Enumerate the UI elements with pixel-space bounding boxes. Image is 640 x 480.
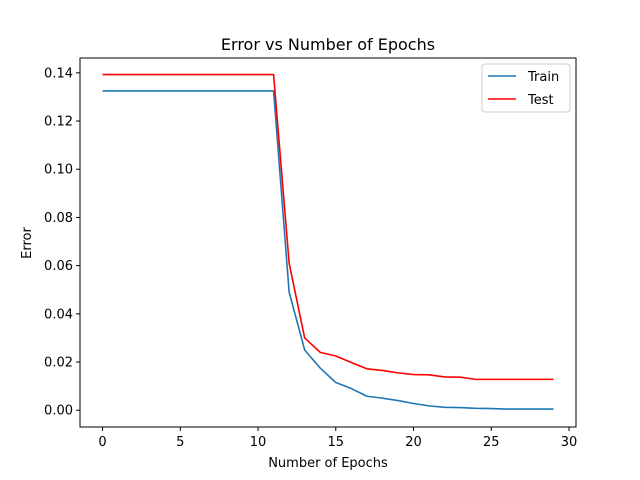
y-axis-label: Error — [20, 227, 35, 259]
y-tick-label: 0.06 — [44, 259, 73, 274]
x-tick-label: 30 — [561, 435, 578, 450]
plot-area: 0 5 10 15 20 25 30 0.00 0.02 0.04 0.06 0.08 0.10 0.1… — [44, 57, 577, 450]
x-axis-ticks: 0 5 10 15 20 25 30 — [98, 427, 577, 450]
series-line-test — [102, 73, 554, 381]
y-tick-label: 0.00 — [44, 404, 73, 419]
y-tick-label: 0.12 — [44, 115, 73, 130]
y-tick-label: 0.02 — [44, 356, 73, 371]
plot-frame — [79, 57, 577, 428]
y-tick-label: 0.10 — [44, 163, 73, 178]
x-tick-label: 5 — [176, 435, 184, 450]
x-tick-label: 20 — [405, 435, 422, 450]
legend-label-test: Test — [527, 93, 554, 108]
y-tick-label: 0.08 — [44, 211, 73, 226]
legend: Train Test — [481, 63, 571, 113]
legend-label-train: Train — [527, 70, 559, 85]
chart-title: Error vs Number of Epochs — [221, 35, 435, 54]
x-tick-label: 15 — [328, 435, 345, 450]
y-tick-label: 0.14 — [44, 66, 73, 81]
x-tick-label: 0 — [98, 435, 106, 450]
series-layer — [102, 73, 554, 410]
series-line-train — [102, 90, 554, 410]
y-axis-ticks: 0.00 0.02 0.04 0.06 0.08 0.10 0.12 0.14 — [44, 66, 80, 419]
x-axis-label: Number of Epochs — [268, 456, 388, 471]
x-tick-label: 25 — [483, 435, 500, 450]
x-tick-label: 10 — [250, 435, 267, 450]
y-tick-label: 0.04 — [44, 307, 73, 322]
